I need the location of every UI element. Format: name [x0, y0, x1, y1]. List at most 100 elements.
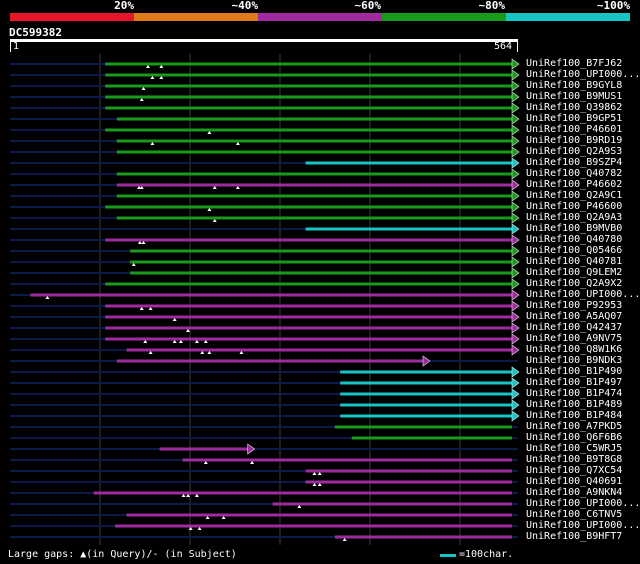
- hit-label[interactable]: UniRef100_Q6F6B6: [526, 432, 623, 443]
- hit-label[interactable]: UniRef100_UPI000...: [526, 69, 640, 80]
- alignment-row[interactable]: [10, 179, 520, 191]
- alignment-row[interactable]: [10, 256, 520, 268]
- hit-label[interactable]: UniRef100_Q39862: [526, 102, 623, 113]
- alignment-row[interactable]: [10, 168, 520, 180]
- alignment-row[interactable]: [10, 377, 520, 389]
- hit-label[interactable]: UniRef100_B9MUS1: [526, 91, 623, 102]
- hit-label[interactable]: UniRef100_A5AQ07: [526, 311, 623, 322]
- hit-label[interactable]: UniRef100_B9GYL8: [526, 80, 623, 91]
- alignment-row[interactable]: [10, 234, 520, 246]
- alignment-row[interactable]: [10, 524, 518, 530]
- alignment-row[interactable]: [10, 267, 520, 279]
- alignment-row[interactable]: [10, 102, 520, 114]
- query-gap-marker-icon: [205, 516, 210, 519]
- alignment-row[interactable]: [10, 91, 520, 103]
- hit-label[interactable]: UniRef100_Q2A9C1: [526, 190, 623, 201]
- hit-label[interactable]: UniRef100_Q40691: [526, 476, 623, 487]
- alignment-row[interactable]: [10, 513, 518, 519]
- hit-label[interactable]: UniRef100_B9GP51: [526, 113, 623, 124]
- alignment-row[interactable]: [10, 480, 518, 486]
- hit-label[interactable]: UniRef100_Q8W1K6: [526, 344, 623, 355]
- alignment-row[interactable]: [10, 458, 518, 464]
- hit-label[interactable]: UniRef100_B1P474: [526, 388, 623, 399]
- alignment-row[interactable]: [10, 69, 520, 81]
- alignment-row[interactable]: [10, 80, 520, 92]
- hit-label[interactable]: UniRef100_B9NDK3: [526, 355, 623, 366]
- hit-label[interactable]: UniRef100_Q40780: [526, 234, 623, 245]
- hit-label[interactable]: UniRef100_C6TNV5: [526, 509, 623, 520]
- hit-label[interactable]: UniRef100_P92953: [526, 300, 623, 311]
- alignment-row[interactable]: [10, 223, 520, 235]
- hit-label[interactable]: UniRef100_C5WRJ5: [526, 443, 623, 454]
- alignment-arrow-icon: [511, 102, 520, 114]
- query-gap-marker-icon: [221, 516, 226, 519]
- alignment-row[interactable]: [10, 190, 520, 202]
- hit-label[interactable]: UniRef100_Q9LEM2: [526, 267, 623, 278]
- alignment-row[interactable]: [10, 355, 518, 367]
- hit-label[interactable]: UniRef100_Q2A9S3: [526, 146, 623, 157]
- alignment-row[interactable]: [10, 469, 518, 475]
- alignment-row[interactable]: [10, 535, 518, 541]
- hit-label[interactable]: UniRef100_B9T8G8: [526, 454, 623, 465]
- hit-label[interactable]: UniRef100_Q2A9A3: [526, 212, 623, 223]
- alignment-row[interactable]: [10, 443, 518, 455]
- alignment-row[interactable]: [10, 146, 520, 158]
- hit-label[interactable]: UniRef100_B9RD19: [526, 135, 623, 146]
- alignment-row[interactable]: [10, 399, 520, 411]
- hit-label[interactable]: UniRef100_B1P489: [526, 399, 623, 410]
- query-gap-marker-icon: [317, 483, 322, 486]
- hit-label[interactable]: UniRef100_A9NKN4: [526, 487, 623, 498]
- alignment-row[interactable]: [10, 278, 520, 290]
- hit-label[interactable]: UniRef100_Q42437: [526, 322, 623, 333]
- alignment-row[interactable]: [10, 344, 520, 356]
- alignment-arrow-icon: [511, 399, 520, 411]
- hit-label[interactable]: UniRef100_B9MVB0: [526, 223, 623, 234]
- hit-label[interactable]: UniRef100_Q40781: [526, 256, 623, 267]
- alignment-row[interactable]: [10, 58, 520, 70]
- alignment-arrow-icon: [511, 201, 520, 213]
- alignment-row[interactable]: [10, 201, 520, 213]
- hit-label[interactable]: UniRef100_B1P484: [526, 410, 623, 421]
- hit-label[interactable]: UniRef100_A9NV75: [526, 333, 623, 344]
- alignment-row[interactable]: [10, 124, 520, 136]
- hit-label[interactable]: UniRef100_Q40782: [526, 168, 623, 179]
- alignment-arrow-icon: [511, 135, 520, 147]
- hit-label[interactable]: UniRef100_B9HFT7: [526, 531, 623, 542]
- alignment-row[interactable]: [10, 410, 520, 422]
- hit-label[interactable]: UniRef100_P46602: [526, 179, 623, 190]
- alignment-row[interactable]: [10, 113, 520, 125]
- alignment-row[interactable]: [10, 491, 518, 497]
- large-gaps-note: Large gaps: ▲(in Query)/- (in Subject): [8, 549, 237, 560]
- alignment-row[interactable]: [10, 212, 520, 224]
- hit-label[interactable]: UniRef100_P46600: [526, 201, 623, 212]
- hit-label[interactable]: UniRef100_A7PKD5: [526, 421, 623, 432]
- alignment-row[interactable]: [10, 322, 520, 334]
- hit-label[interactable]: UniRef100_Q7XC54: [526, 465, 623, 476]
- hit-label[interactable]: UniRef100_UPI000...: [526, 520, 640, 531]
- query-gap-marker-icon: [159, 65, 164, 68]
- alignment-row[interactable]: [10, 333, 520, 345]
- query-gap-marker-icon: [194, 340, 199, 343]
- hit-label[interactable]: UniRef100_B7FJ62: [526, 58, 623, 69]
- alignment-row[interactable]: [10, 157, 520, 169]
- hit-label[interactable]: UniRef100_B9SZP4: [526, 157, 623, 168]
- alignment-row[interactable]: [10, 300, 520, 312]
- alignment-row[interactable]: [10, 388, 520, 400]
- hit-label[interactable]: UniRef100_P46601: [526, 124, 623, 135]
- alignment-arrow-icon: [511, 80, 520, 92]
- query-gap-marker-icon: [150, 142, 155, 145]
- hit-label[interactable]: UniRef100_Q2A9X2: [526, 278, 623, 289]
- query-gap-marker-icon: [188, 527, 193, 530]
- alignment-arrow-icon: [511, 344, 520, 356]
- alignment-row[interactable]: [10, 289, 520, 301]
- alignment-row[interactable]: [10, 135, 520, 147]
- hit-label[interactable]: UniRef100_B1P497: [526, 377, 623, 388]
- alignment-row[interactable]: [10, 502, 518, 508]
- alignment-row[interactable]: [10, 245, 520, 257]
- alignment-row[interactable]: [10, 366, 520, 378]
- hit-label[interactable]: UniRef100_B1P490: [526, 366, 623, 377]
- hit-label[interactable]: UniRef100_Q05466: [526, 245, 623, 256]
- hit-label[interactable]: UniRef100_UPI000...: [526, 289, 640, 300]
- hit-label[interactable]: UniRef100_UPI000...: [526, 498, 640, 509]
- alignment-row[interactable]: [10, 311, 520, 323]
